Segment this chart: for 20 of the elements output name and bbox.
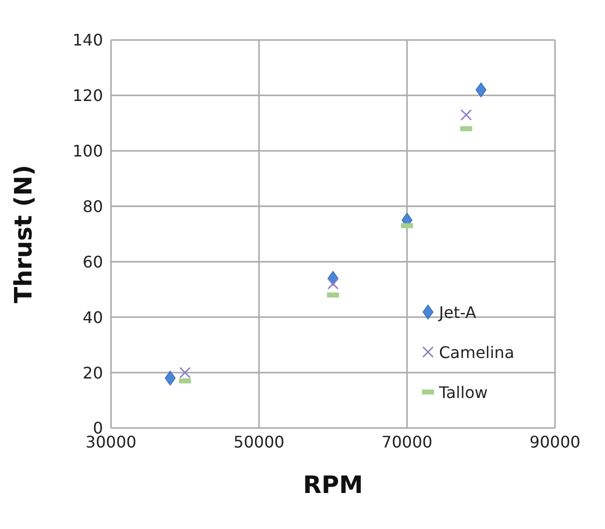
point <box>164 370 176 386</box>
legend-label: Tallow <box>439 382 488 402</box>
y-tick-label: 100 <box>72 142 103 161</box>
point <box>179 366 191 378</box>
x-tick-label: 50000 <box>234 432 284 452</box>
y-axis-title: Thrust (N) <box>10 164 38 304</box>
point <box>460 109 472 121</box>
y-tick-label: 20 <box>82 363 103 382</box>
y-tick-label: 60 <box>82 252 103 272</box>
y-tick-label: 80 <box>82 196 103 216</box>
point <box>476 82 486 98</box>
y-tick-label: 140 <box>72 30 103 50</box>
x-axis-title: RPM <box>303 471 363 499</box>
y-tick-label: 120 <box>72 86 103 106</box>
point <box>327 278 339 290</box>
x-tick-label: 70000 <box>382 432 432 452</box>
y-tick-label: 40 <box>82 308 103 327</box>
legend-label: Jet-A <box>439 302 476 322</box>
legend-label: Camelina <box>439 342 514 362</box>
x-tick-label: 90000 <box>530 432 580 452</box>
